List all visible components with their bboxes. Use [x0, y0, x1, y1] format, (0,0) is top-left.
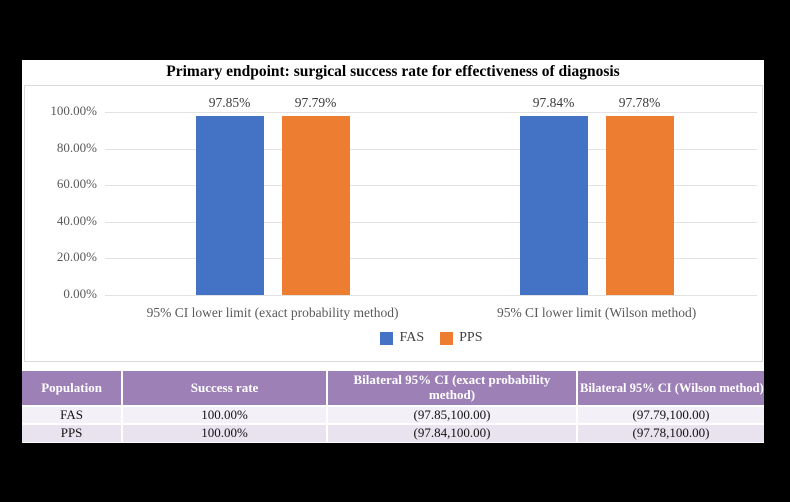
table-cell: (97.79,100.00) — [577, 406, 764, 425]
bar-pps-0 — [281, 116, 350, 295]
table-header-cell-3: Bilateral 95% CI (Wilson method) — [577, 371, 764, 407]
x-axis-category-label: 95% CI lower limit (Wilson method) — [496, 305, 697, 320]
plot-area: 100.00% 80.00% 60.00% 40.00% 20.00% 0.00% 97.8… — [50, 95, 757, 320]
table-header-cell-0: Population — [22, 371, 124, 407]
legend-color-swatch-icon — [440, 331, 454, 345]
bar-chart: 100.00% 80.00% 60.00% 40.00% 20.00% 0.00% 97.8… — [24, 85, 763, 362]
table-row-pps: PPS 100.00% (97.84,100.00) (97.78,100.00) — [22, 424, 764, 442]
table-row-fas: FAS 100.00% (97.85,100.00) (97.79,100.00) — [22, 406, 764, 425]
chart-title: Primary endpoint: surgical success rate … — [166, 63, 620, 80]
gridline — [105, 185, 757, 187]
bar-pps-1 — [605, 116, 674, 295]
bar-value-label: 97.85% — [208, 94, 251, 110]
gridline — [105, 295, 757, 296]
legend-item-pps: PPS — [440, 330, 483, 346]
y-axis-tick: 40.00% — [56, 212, 97, 228]
legend: FAS PPS — [107, 330, 756, 346]
legend-label: PPS — [459, 330, 483, 345]
gridline — [105, 148, 757, 150]
table-header-cell-2: Bilateral 95% CI (exact probability meth… — [326, 371, 579, 407]
bar-value-label: 97.78% — [618, 95, 661, 111]
y-axis-tick: 100.00% — [50, 103, 97, 118]
table-header-row: Population Success rate Bilateral 95% CI (… — [22, 371, 764, 407]
legend-color-swatch-icon — [380, 331, 394, 345]
bar-fas-0 — [195, 115, 264, 295]
gridline — [105, 221, 757, 223]
y-axis-tick: 0.00% — [63, 286, 97, 301]
bar-value-label: 97.84% — [532, 94, 575, 110]
y-axis-tick: 60.00% — [56, 176, 97, 192]
y-axis-tick: 20.00% — [56, 249, 97, 265]
table-cell: FAS — [22, 406, 124, 425]
bar-value-label: 97.79% — [294, 95, 337, 111]
legend-label: FAS — [399, 330, 425, 345]
table-cell: (97.84,100.00) — [326, 424, 579, 442]
table-cell: (97.85,100.00) — [326, 406, 579, 425]
y-axis-tick: 80.00% — [56, 139, 97, 155]
gridline — [105, 258, 757, 260]
legend-item-fas: FAS — [380, 330, 424, 346]
bar-fas-1 — [519, 115, 588, 295]
table-cell: 100.00% — [122, 424, 328, 442]
gridline — [105, 112, 757, 113]
table-cell: (97.78,100.00) — [577, 424, 764, 442]
summary-table: Population Success rate Bilateral 95% CI (… — [22, 371, 764, 442]
figure-panel: Primary endpoint: surgical success rate … — [22, 60, 764, 443]
table-header-cell-1: Success rate — [122, 371, 328, 407]
x-axis-category-label: 95% CI lower limit (exact probability me… — [146, 305, 399, 320]
table-cell: PPS — [22, 424, 124, 442]
table-cell: 100.00% — [122, 406, 328, 425]
